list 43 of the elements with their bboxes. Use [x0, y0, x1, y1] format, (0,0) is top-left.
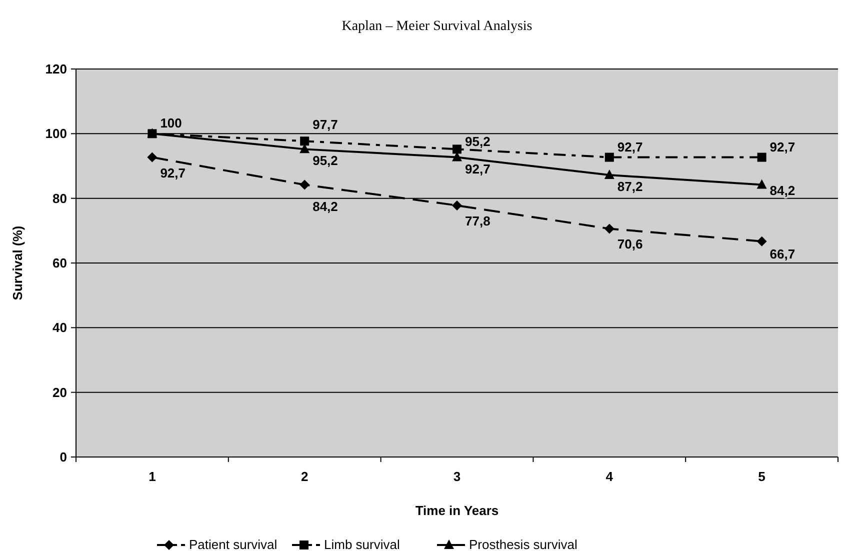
point: [147, 152, 158, 162]
x-tick-label: 2: [300, 469, 308, 484]
data-label: 84,2: [312, 198, 338, 214]
point: [604, 224, 614, 234]
x-tick-label: 4: [606, 469, 614, 484]
data-label: 95,2: [312, 153, 338, 168]
x-tick-label: 3: [453, 469, 461, 484]
x-tick-label: 5: [758, 469, 766, 484]
point: [452, 200, 462, 210]
data-label: 66,7: [770, 246, 796, 262]
data-label: 87,2: [617, 179, 643, 194]
x-axis-title: Time in Years: [415, 503, 499, 518]
legend-label: Patient survival: [189, 537, 278, 551]
y-tick-label: 20: [52, 384, 67, 400]
y-tick-label: 120: [45, 62, 67, 76]
point: [300, 136, 310, 146]
chart-title: Kaplan – Meier Survival Analysis: [342, 19, 532, 34]
data-label: 92,7: [617, 139, 643, 154]
point: [756, 236, 767, 246]
y-tick-label: 100: [45, 126, 67, 142]
legend-label: Limb survival: [324, 537, 400, 551]
y-tick-label: 0: [60, 450, 67, 464]
point: [756, 179, 767, 189]
x-tick-label: 1: [148, 469, 156, 484]
point: [300, 180, 310, 190]
data-label: 84,2: [770, 182, 796, 198]
y-tick-label: 60: [52, 256, 67, 270]
point: [604, 152, 614, 162]
data-label: 100: [160, 116, 182, 131]
y-tick-label: 40: [52, 320, 67, 336]
data-label: 92,7: [770, 139, 796, 154]
data-label: 97,7: [312, 117, 338, 132]
data-label: 92,7: [465, 161, 490, 176]
data-label: 95,2: [465, 134, 490, 150]
y-axis-title: Survival (%): [10, 226, 25, 300]
point: [452, 144, 462, 154]
y-tick-label: 80: [52, 190, 67, 206]
data-label: 92,7: [160, 165, 186, 180]
data-label: 77,8: [465, 213, 490, 228]
point: [604, 170, 614, 180]
point: [757, 152, 766, 162]
legend-label: Prosthesis survival: [469, 537, 578, 551]
data-label: 70,6: [617, 236, 643, 252]
